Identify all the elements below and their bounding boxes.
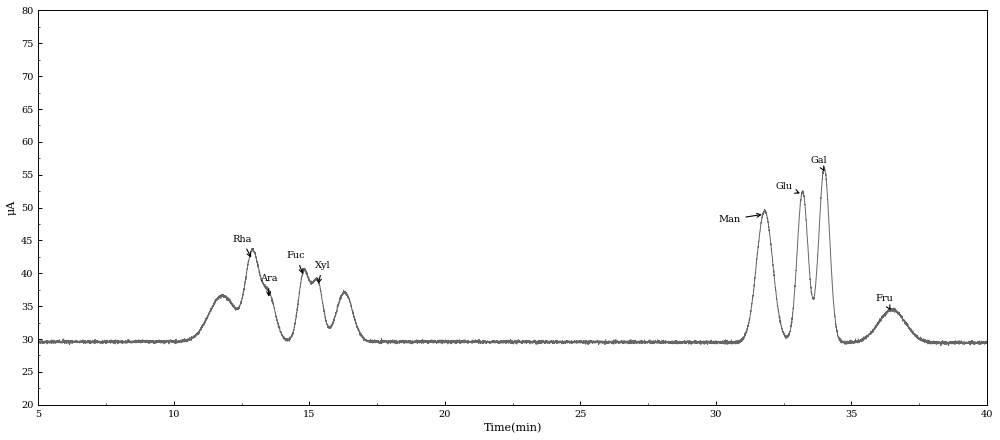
Text: Rha: Rha [232,235,251,257]
Text: Ara: Ara [260,274,277,296]
Y-axis label: μA: μA [7,200,17,215]
Text: Fuc: Fuc [286,251,305,273]
X-axis label: Time(min): Time(min) [483,423,542,433]
Text: Fru: Fru [875,294,893,309]
Text: Glu: Glu [775,182,799,193]
Text: Xyl: Xyl [315,261,331,282]
Text: Gal: Gal [811,156,827,171]
Text: Man: Man [718,213,761,224]
